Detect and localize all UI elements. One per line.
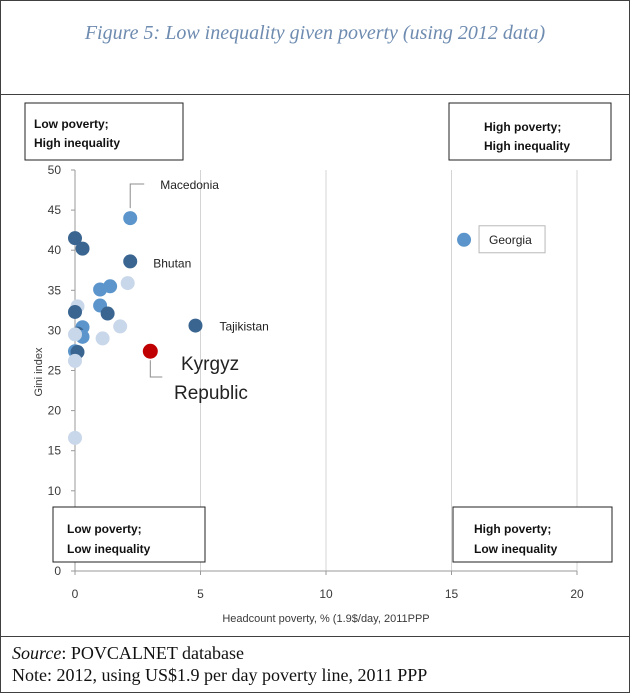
data-point (93, 282, 108, 297)
source-text: : POVCALNET database (61, 643, 244, 663)
quadrant-top-left-line2: High inequality (34, 136, 120, 150)
quadrant-bottom-left-line1: Low poverty; (67, 522, 142, 536)
x-axis-label: Headcount poverty, % (1.9$/day, 2011PPP (222, 613, 429, 625)
gridlines (200, 170, 578, 571)
data-point (68, 231, 82, 246)
data-point (457, 232, 472, 247)
x-tick-label: 5 (197, 587, 204, 601)
y-tick-label: 10 (48, 484, 62, 498)
data-point (75, 241, 90, 256)
data-point (142, 343, 158, 359)
data-points (68, 211, 472, 445)
point-label-georgia: Georgia (489, 233, 532, 247)
point-label-box-georgia (478, 225, 546, 254)
x-tick-label: 0 (72, 587, 79, 601)
quadrant-bottom-right-line1: High poverty; (474, 522, 551, 536)
source-divider (0, 636, 630, 637)
quadrant-top-right-line2: High inequality (484, 139, 570, 153)
quadrant-bottom-right: High poverty; Low inequality (452, 506, 613, 563)
data-point (123, 254, 138, 269)
quadrant-top-left: Low poverty; High inequality (24, 102, 184, 161)
data-point (113, 319, 128, 334)
point-annotations: Macedonia Bhutan Tajikistan Georgia Kyrgyz Re… (129, 178, 546, 404)
caption-divider (0, 94, 630, 95)
y-tick-label: 45 (48, 203, 62, 217)
point-label-kyrgyz-line1: Kyrgyz (181, 354, 239, 375)
data-point (100, 306, 115, 321)
y-tick-label: 0 (54, 564, 61, 578)
data-point (68, 327, 82, 342)
y-tick-label: 30 (48, 323, 62, 337)
data-point (95, 331, 110, 346)
y-tick-label: 20 (48, 404, 62, 418)
quadrant-top-right: High poverty; High inequality (448, 102, 612, 161)
data-point (68, 353, 82, 368)
y-tick-label: 15 (48, 444, 62, 458)
source-block: Source: POVCALNET database Note: 2012, u… (12, 642, 427, 686)
y-axis-label: Gini index (33, 347, 45, 396)
y-tick-label: 50 (48, 163, 62, 177)
source-note: Note: 2012, using US$1.9 per day poverty… (12, 665, 428, 685)
quadrant-bottom-right-line2: Low inequality (474, 542, 558, 556)
data-point (68, 304, 82, 319)
y-tick-label: 35 (48, 283, 62, 297)
data-point (68, 430, 82, 445)
source-label: Source (12, 643, 62, 663)
data-point (120, 276, 135, 291)
quadrant-top-right-line1: High poverty; (484, 120, 561, 134)
y-tick-label: 40 (48, 243, 62, 257)
point-label-kyrgyz-line2: Republic (174, 383, 248, 404)
callout-line-kyrgyz (149, 360, 163, 378)
point-label-macedonia: Macedonia (160, 178, 219, 192)
tick-labels: 0 10 15 20 25 30 35 40 45 50 0 5 10 15 20 (48, 163, 584, 601)
point-label-bhutan: Bhutan (153, 256, 191, 270)
callout-line-macedonia (129, 183, 145, 209)
y-tick-label: 25 (48, 364, 62, 378)
data-point (123, 211, 138, 226)
quadrant-bottom-left-line2: Low inequality (67, 542, 151, 556)
x-tick-label: 15 (445, 587, 459, 601)
figure-caption: Figure 5: Low inequality given poverty (… (84, 22, 546, 44)
quadrant-top-left-line1: Low poverty; (34, 117, 109, 131)
x-tick-label: 20 (570, 587, 584, 601)
x-tick-label: 10 (319, 587, 333, 601)
quadrant-bottom-left: Low poverty; Low inequality (52, 506, 206, 563)
point-label-tajikistan: Tajikistan (219, 320, 268, 334)
data-point (188, 318, 203, 333)
